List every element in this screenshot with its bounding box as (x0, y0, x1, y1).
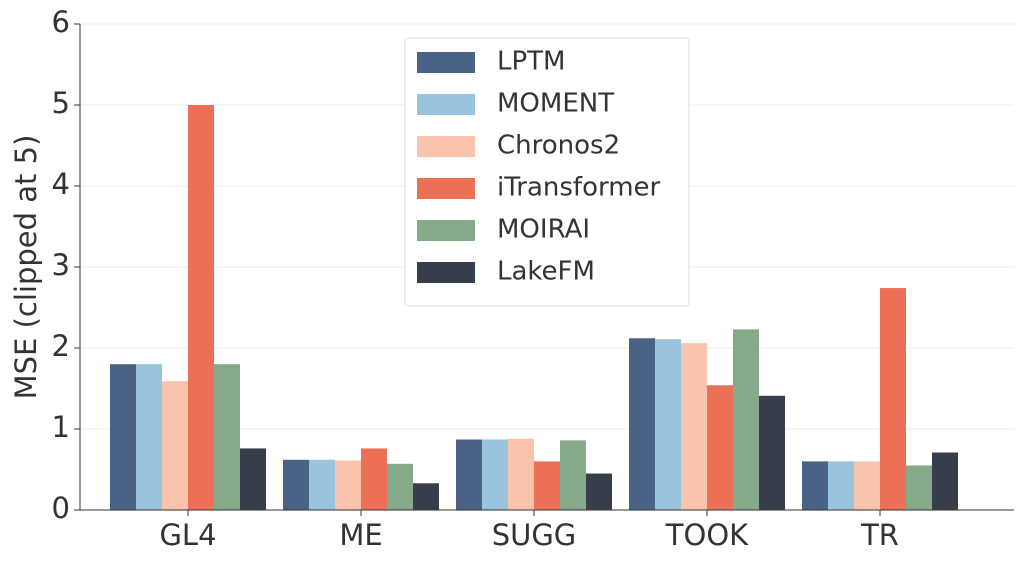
y-tick-label: 1 (52, 410, 70, 444)
bar (508, 438, 534, 510)
bar (162, 381, 188, 510)
bar (707, 385, 733, 510)
bar (136, 364, 162, 510)
x-tick-label: TOOK (665, 518, 749, 552)
bar (240, 448, 266, 510)
bar (586, 473, 612, 510)
y-tick-label: 4 (52, 167, 70, 201)
x-tick-label: SUGG (492, 518, 577, 552)
legend-label: LakeFM (497, 257, 595, 287)
legend-label: MOMENT (497, 89, 614, 119)
bar (906, 465, 932, 510)
x-tick-label: GL4 (159, 518, 216, 552)
bar (110, 364, 136, 510)
bar (828, 461, 854, 510)
bar (456, 439, 482, 510)
bar (335, 460, 361, 510)
bar (854, 461, 880, 510)
y-tick-label: 2 (52, 329, 70, 363)
legend-swatch (417, 52, 475, 73)
bar (387, 463, 413, 510)
legend-box (404, 37, 690, 307)
bar (188, 105, 214, 510)
x-tick-label: ME (339, 518, 382, 552)
y-tick-label: 3 (52, 248, 70, 282)
bar (361, 448, 387, 510)
bar (733, 329, 759, 510)
bar (482, 439, 508, 510)
legend-label: iTransformer (497, 173, 661, 203)
bar (534, 461, 560, 510)
bar (283, 459, 309, 510)
bar (681, 343, 707, 510)
y-axis-label: MSE (clipped at 5) (9, 135, 43, 400)
bar (802, 461, 828, 510)
y-tick-label: 6 (52, 5, 70, 39)
legend-swatch (417, 262, 475, 283)
x-tick-label: TR (860, 518, 899, 552)
bar (309, 459, 335, 510)
legend-swatch (417, 94, 475, 115)
y-tick-label: 5 (52, 86, 70, 120)
bar (629, 338, 655, 510)
bar (932, 452, 958, 510)
bar (880, 288, 906, 510)
bar (655, 339, 681, 510)
y-tick-label: 0 (52, 491, 70, 525)
bar (214, 364, 240, 510)
legend-swatch (417, 178, 475, 199)
bar (413, 483, 439, 510)
legend-label: LPTM (497, 47, 565, 77)
legend-label: MOIRAI (497, 215, 590, 245)
legend-label: Chronos2 (497, 131, 620, 161)
legend-swatch (417, 136, 475, 157)
bar (759, 395, 785, 510)
bar (560, 440, 586, 510)
legend-swatch (417, 220, 475, 241)
